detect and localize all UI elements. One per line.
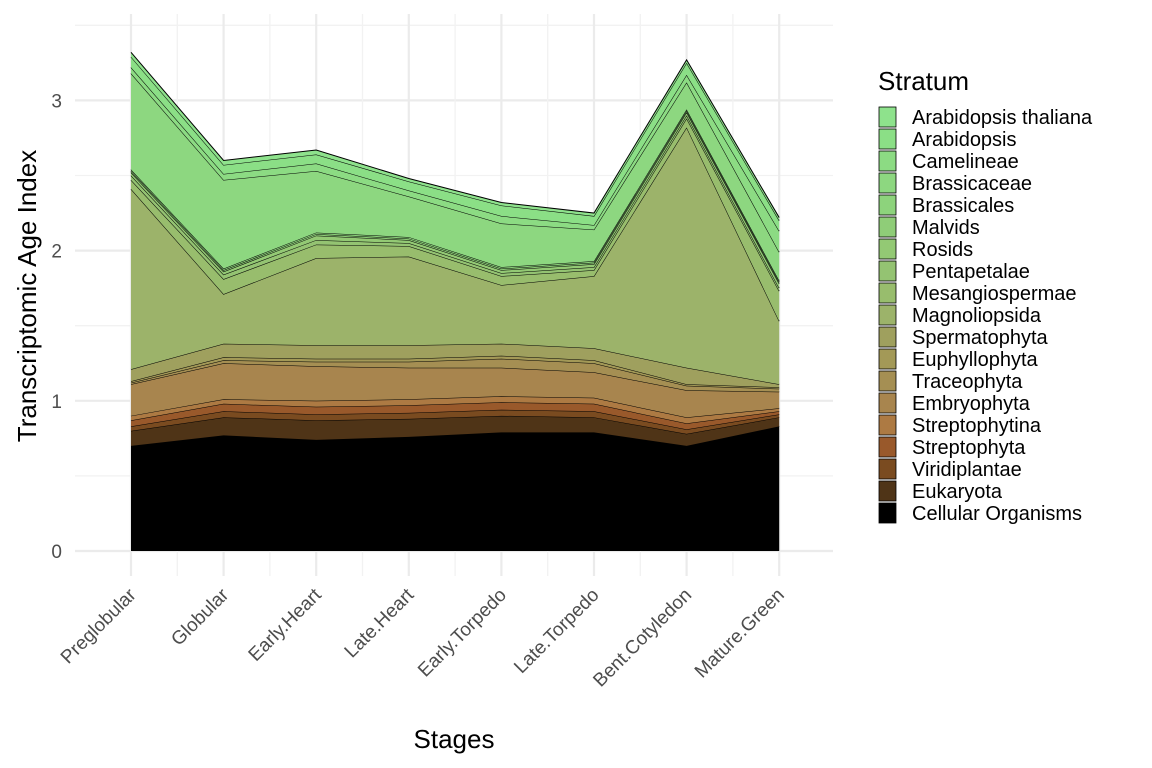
area-outline-malvids	[130, 109, 780, 283]
legend-label: Arabidopsis	[912, 129, 1017, 151]
legend-swatch	[878, 436, 897, 458]
legend-item-streptophyta: Streptophyta	[878, 436, 1026, 459]
legend-item-cellular-organisms: Cellular Organisms	[878, 502, 1082, 525]
area-series	[130, 52, 780, 551]
y-tick-label: 1	[51, 392, 62, 413]
x-tick-label: Late.Heart	[341, 584, 419, 662]
legend-label: Brassicales	[912, 195, 1014, 217]
legend-item-camelineae: Camelineae	[878, 150, 1019, 173]
legend-swatch	[878, 172, 897, 194]
legend-label: Mesangiospermae	[912, 283, 1077, 305]
legend-item-magnoliopsida: Magnoliopsida	[878, 304, 1042, 327]
legend-label: Brassicaceae	[912, 173, 1032, 195]
x-tick-label: Preglobular	[57, 584, 141, 668]
legend-swatch	[878, 216, 897, 238]
x-axis-title: Stages	[414, 724, 495, 754]
legend-swatch	[878, 480, 897, 502]
x-tick-label: Early.Torpedo	[414, 585, 511, 682]
area-outline-brassicales	[130, 108, 780, 281]
legend-swatch	[878, 414, 897, 436]
legend-swatch	[878, 128, 897, 150]
legend-swatch	[878, 392, 897, 414]
legend-title: Stratum	[878, 66, 969, 96]
legend-swatch	[878, 260, 897, 282]
area-outline-streptophyta	[130, 401, 780, 424]
legend-swatch	[878, 348, 897, 370]
legend-item-brassicales: Brassicales	[878, 194, 1014, 217]
legend-label: Rosids	[912, 239, 973, 261]
legend-item-arabidopsis-thaliana: Arabidopsis thaliana	[878, 106, 1093, 129]
y-axis-title: Transcriptomic Age Index	[12, 150, 42, 442]
legend-item-malvids: Malvids	[878, 216, 980, 239]
area-outline-magnoliopsida	[130, 126, 780, 322]
legend: Stratum Arabidopsis thalianaArabidopsisC…	[878, 66, 1093, 525]
legend-label: Traceophyta	[912, 371, 1023, 393]
legend-swatch	[878, 370, 897, 392]
legend-label: Spermatophyta	[912, 327, 1049, 349]
legend-item-embryophyta: Embryophyta	[878, 392, 1031, 415]
legend-label: Embryophyta	[912, 393, 1031, 415]
y-axis-ticks: 0 1 2 3	[51, 91, 62, 563]
legend-label: Euphyllophyta	[912, 349, 1039, 371]
legend-label: Pentapetalae	[912, 261, 1030, 283]
legend-item-viridiplantae: Viridiplantae	[878, 458, 1022, 481]
area-spermatophyta	[131, 343, 780, 388]
legend-item-euphyllophyta: Euphyllophyta	[878, 348, 1039, 371]
legend-swatch	[878, 304, 897, 326]
x-axis-ticks: Preglobular Globular Early.Heart Late.Heart…	[57, 584, 789, 691]
legend-swatch	[878, 458, 897, 480]
legend-swatch	[878, 326, 897, 348]
legend-item-mesangiospermae: Mesangiospermae	[878, 282, 1077, 305]
legend-item-traceophyta: Traceophyta	[878, 370, 1023, 393]
legend-swatch	[878, 194, 897, 216]
area-arabidopsis	[131, 56, 780, 232]
y-tick-label: 0	[51, 542, 62, 563]
legend-item-pentapetalae: Pentapetalae	[878, 260, 1030, 283]
area-outline-arabidopsis-thaliana	[130, 52, 780, 218]
x-tick-label: Early.Heart	[245, 584, 327, 666]
legend-item-brassicaceae: Brassicaceae	[878, 172, 1032, 195]
y-tick-label: 2	[51, 242, 62, 263]
legend-label: Cellular Organisms	[912, 503, 1082, 525]
x-tick-label: Late.Torpedo	[510, 585, 603, 678]
y-tick-label: 3	[51, 91, 62, 112]
x-tick-label: Globular	[167, 584, 233, 650]
area-traceophyta	[131, 358, 780, 392]
legend-swatch	[878, 238, 897, 260]
legend-label: Arabidopsis thaliana	[912, 107, 1093, 129]
legend-item-arabidopsis: Arabidopsis	[878, 128, 1017, 151]
legend-item-streptophytina: Streptophytina	[878, 414, 1042, 437]
legend-item-eukaryota: Eukaryota	[878, 480, 1003, 503]
legend-item-spermatophyta: Spermatophyta	[878, 326, 1049, 349]
legend-label: Streptophytina	[912, 415, 1042, 437]
legend-label: Malvids	[912, 217, 980, 239]
area-brassicaceae	[131, 73, 780, 281]
legend-label: Streptophyta	[912, 437, 1026, 459]
area-cellular-organisms	[131, 426, 780, 551]
x-tick-label: Bent.Cotyledon	[589, 585, 696, 692]
legend-swatch	[878, 106, 897, 128]
x-tick-label: Mature.Green	[691, 585, 789, 683]
legend-item-rosids: Rosids	[878, 238, 973, 261]
legend-label: Viridiplantae	[912, 459, 1022, 481]
area-eukaryota	[131, 415, 780, 446]
legend-swatch	[878, 282, 897, 304]
legend-label: Camelineae	[912, 151, 1019, 173]
legend-label: Eukaryota	[912, 481, 1003, 503]
legend-swatch	[878, 150, 897, 172]
area-magnoliopsida	[131, 127, 780, 385]
legend-label: Magnoliopsida	[912, 305, 1042, 327]
legend-swatch	[878, 502, 897, 524]
